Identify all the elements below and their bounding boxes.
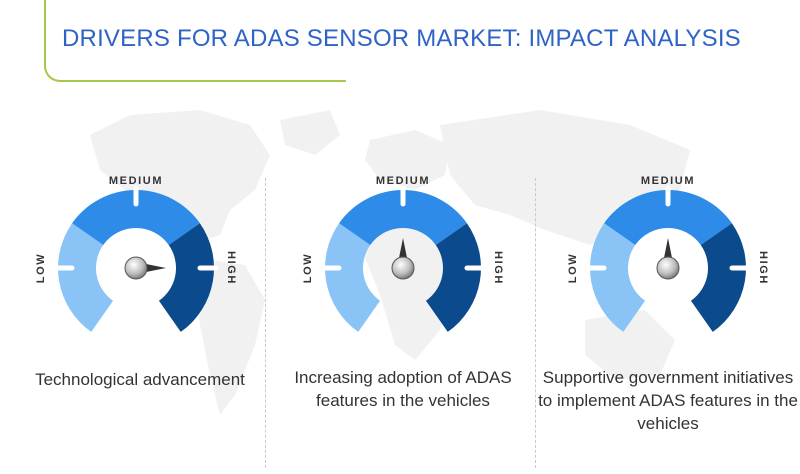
gauge-label-low: LOW — [35, 253, 47, 283]
gauge-label-medium: MEDIUM — [641, 175, 695, 187]
page-title: DRIVERS FOR ADAS SENSOR MARKET: IMPACT A… — [62, 25, 741, 52]
gauge-label-medium: MEDIUM — [376, 175, 430, 187]
gauge-svg: LOW MEDIUM HIGH — [567, 175, 769, 332]
gauge-label-high: HIGH — [757, 251, 769, 285]
gauge-hub — [391, 256, 415, 280]
gauge-segment-medium — [339, 190, 467, 246]
divider-2 — [535, 178, 536, 468]
gauge-segment-medium — [72, 190, 200, 246]
gauge-hub — [124, 256, 148, 280]
gauge-segment-high — [425, 223, 481, 332]
driver-label-2: Increasing adoption of ADAS features in … — [294, 368, 512, 410]
impact-gauge-1: LOW MEDIUM HIGH — [16, 160, 256, 350]
gauge-segment-medium — [604, 190, 732, 246]
impact-gauge-2: LOW MEDIUM HIGH — [283, 160, 523, 350]
gauge-segment-low — [57, 223, 114, 332]
divider-1 — [265, 178, 266, 468]
gauge-label-high: HIGH — [492, 251, 504, 285]
impact-gauge-3: LOW MEDIUM HIGH — [548, 160, 788, 350]
gauge-label-high: HIGH — [225, 251, 237, 285]
gauge-label-low: LOW — [567, 253, 579, 283]
world-map-background — [90, 110, 690, 415]
gauge-label-low: LOW — [302, 253, 314, 283]
title-frame — [44, 0, 346, 82]
gauge-svg: LOW MEDIUM HIGH — [302, 175, 504, 332]
gauge-segment-low — [590, 223, 646, 332]
gauge-segment-high — [158, 223, 214, 332]
driver-label-1: Technological advancement — [35, 370, 245, 389]
gauge-segment-low — [325, 223, 381, 332]
gauge-label-medium: MEDIUM — [109, 175, 163, 187]
gauge-hub — [656, 256, 680, 280]
driver-label-3: Supportive government initiatives to imp… — [538, 368, 798, 433]
gauge-svg: LOW MEDIUM HIGH — [35, 175, 237, 332]
gauge-segment-high — [690, 223, 746, 332]
